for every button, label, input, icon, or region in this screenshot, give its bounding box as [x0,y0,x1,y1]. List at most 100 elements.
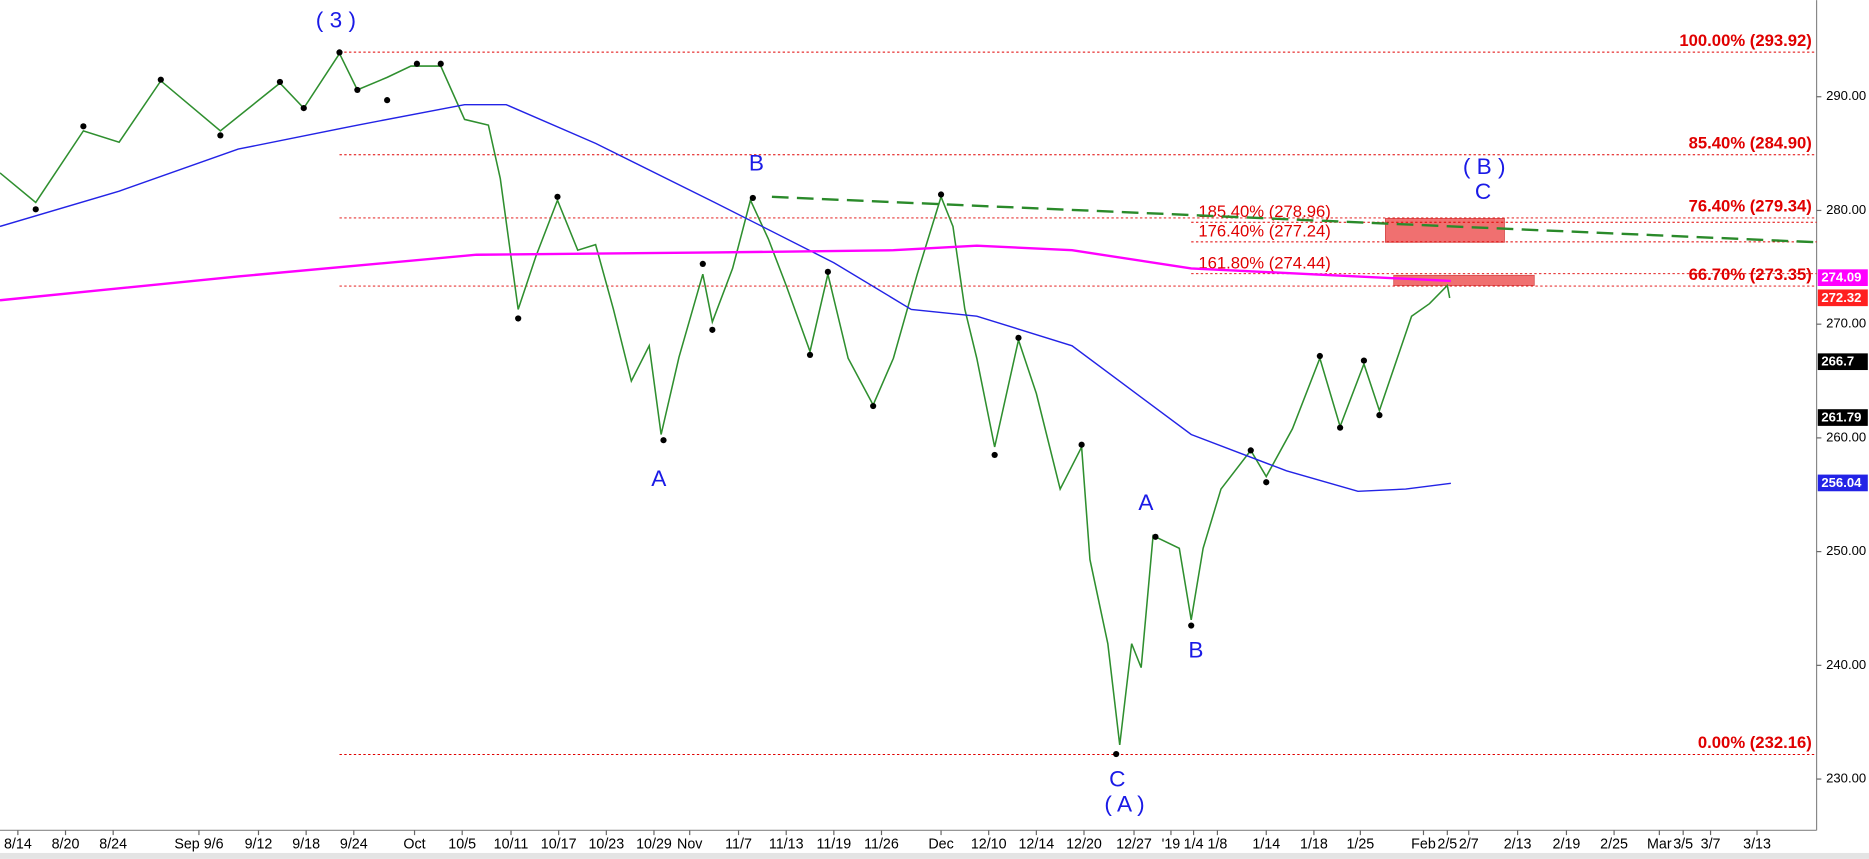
x-tick-label: 2/13 [1504,836,1532,852]
x-tick-label: 1/18 [1300,836,1328,852]
x-tick-label: 10/5 [448,836,476,852]
x-tick-label: 3/13 [1743,836,1771,852]
price-tag [1817,289,1868,307]
y-tick-label: 260.00 [1826,429,1866,444]
pivot-dot [157,76,164,83]
pivot-dot [32,206,39,213]
x-tick-label: Nov [677,836,703,852]
wave-label: A [1138,490,1154,515]
y-tick-label: 280.00 [1826,202,1866,217]
pivot-dot [384,97,391,104]
wave-label: ( A ) [1104,791,1144,816]
wave-label: A [651,466,667,491]
x-tick-label: '19 [1162,836,1181,852]
fib-level-label: 76.40% (279.34) [1689,197,1812,216]
pivot-dot [300,105,307,112]
x-tick-label: 12/27 [1116,836,1152,852]
pivot-dot [1113,750,1120,758]
x-tick-label: 3/7 [1701,836,1721,852]
x-tick-label: Oct [403,836,425,852]
x-tick-label: 11/19 [816,836,851,852]
pivot-dot [413,60,421,67]
price-tag-label: 256.04 [1821,475,1862,490]
fib-level-label: 66.70% (273.35) [1689,265,1812,284]
x-tick-label: 12/14 [1018,836,1054,852]
price-tag [1817,269,1868,287]
x-tick-label: 11/13 [769,836,804,852]
pivot-dot [870,402,877,410]
pivot-dot [991,451,998,459]
price-tag-label: 261.79 [1821,410,1861,425]
extension-level-label: 185.40% (278.96) [1198,202,1330,221]
pivot-dot [1316,352,1323,360]
target-zone [1393,274,1535,286]
x-tick-label: 2/25 [1600,836,1628,852]
wave-label: B [1188,638,1203,663]
wave-label: B [749,150,764,175]
price-line [0,244,1451,302]
pivot-dot [336,49,343,56]
y-tick-label: 250.00 [1826,543,1866,558]
x-tick-label: 12/10 [971,836,1007,852]
x-tick-label: 11/7 [725,836,752,852]
price-tag [1817,474,1868,492]
x-tick-label: Mar [1647,836,1672,852]
pivot-dot [660,437,667,444]
price-tag-label: 274.09 [1821,270,1861,285]
x-tick-label: 2/5 [1437,836,1457,852]
price-tag [1817,353,1868,371]
y-tick-label: 270.00 [1826,316,1866,331]
pivot-dot [437,60,444,67]
pivot-dot [1376,412,1383,419]
pivot-dot [1360,357,1368,364]
x-tick-label: 10/17 [541,836,577,852]
x-tick-label: Dec [928,836,953,852]
pivot-dot [937,191,945,198]
x-tick-label: 1/8 [1207,836,1227,852]
x-tick-label: 2/19 [1553,836,1581,852]
y-tick-label: 230.00 [1826,771,1866,786]
x-tick-label: 8/20 [52,836,80,852]
extension-level-label: 176.40% (277.24) [1198,222,1330,241]
pivot-dot [217,132,224,139]
pivot-dot [1337,424,1344,431]
x-tick-label: 9/18 [292,836,320,852]
x-tick-label: 12/20 [1066,836,1102,852]
pivot-dot [699,260,706,268]
pivot-dot [1078,441,1085,448]
x-tick-label: 2/7 [1459,836,1479,852]
y-tick-label: 290.00 [1826,88,1866,103]
x-tick-label: 10/29 [636,836,672,852]
wave-label: ( B ) [1463,154,1506,179]
x-tick-label: 1/14 [1252,836,1280,852]
pivot-dot [554,193,561,200]
y-tick-label: 240.00 [1826,657,1866,672]
fib-level-label: 0.00% (232.16) [1698,733,1812,752]
pivot-dot [1152,533,1159,540]
pivot-dot [1247,447,1254,454]
extension-level-label: 161.80% (274.44) [1198,254,1330,273]
x-tick-label: 11/26 [864,836,899,852]
fib-level-label: 100.00% (293.92) [1679,31,1811,50]
x-tick-label: Feb [1411,836,1436,852]
pivot-dot [80,123,87,130]
scroll-strip [0,852,1869,859]
x-tick-label: Sep 9/6 [174,836,223,852]
pivot-dot [1188,622,1195,629]
pivot-dot [515,315,522,322]
x-tick-label: 9/12 [245,836,273,852]
x-tick-label: 1/25 [1346,836,1374,852]
pivot-dot [806,351,814,358]
price-tag-label: 272.32 [1821,290,1861,305]
pivot-dot [354,86,361,94]
x-tick-label: 10/23 [588,836,624,852]
wave-label: C [1109,766,1125,791]
x-tick-label: 3/5 [1673,836,1693,852]
pivot-dot [749,194,756,202]
price-line [0,103,1451,493]
pivot-dot [709,326,716,333]
pivot-dot [824,268,831,275]
